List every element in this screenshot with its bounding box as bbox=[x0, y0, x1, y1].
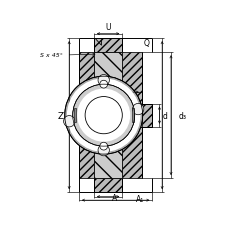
Polygon shape bbox=[79, 53, 94, 104]
Polygon shape bbox=[94, 39, 122, 53]
Circle shape bbox=[77, 89, 130, 142]
Circle shape bbox=[99, 81, 107, 89]
Text: Q: Q bbox=[143, 39, 149, 48]
Polygon shape bbox=[79, 127, 94, 178]
Circle shape bbox=[98, 145, 109, 156]
Polygon shape bbox=[131, 109, 133, 123]
Text: B₁: B₁ bbox=[112, 86, 120, 95]
Polygon shape bbox=[94, 127, 122, 178]
Polygon shape bbox=[94, 53, 122, 104]
Text: Z: Z bbox=[57, 111, 63, 120]
Text: A₁: A₁ bbox=[135, 194, 143, 203]
Polygon shape bbox=[122, 53, 141, 104]
Circle shape bbox=[85, 97, 122, 134]
Circle shape bbox=[67, 79, 140, 152]
Circle shape bbox=[99, 143, 107, 150]
Text: A: A bbox=[111, 193, 117, 202]
Polygon shape bbox=[73, 109, 76, 123]
Text: A₂: A₂ bbox=[104, 101, 112, 110]
Polygon shape bbox=[141, 104, 152, 127]
Circle shape bbox=[98, 75, 109, 87]
Text: S x 45°: S x 45° bbox=[40, 53, 63, 58]
Polygon shape bbox=[122, 127, 141, 178]
Text: U: U bbox=[105, 23, 110, 32]
Circle shape bbox=[132, 104, 143, 115]
Circle shape bbox=[72, 85, 134, 147]
Text: d₃: d₃ bbox=[178, 111, 186, 120]
Polygon shape bbox=[94, 178, 122, 192]
Circle shape bbox=[70, 83, 136, 149]
Circle shape bbox=[63, 116, 75, 127]
Text: d: d bbox=[162, 111, 167, 120]
Circle shape bbox=[65, 77, 142, 154]
